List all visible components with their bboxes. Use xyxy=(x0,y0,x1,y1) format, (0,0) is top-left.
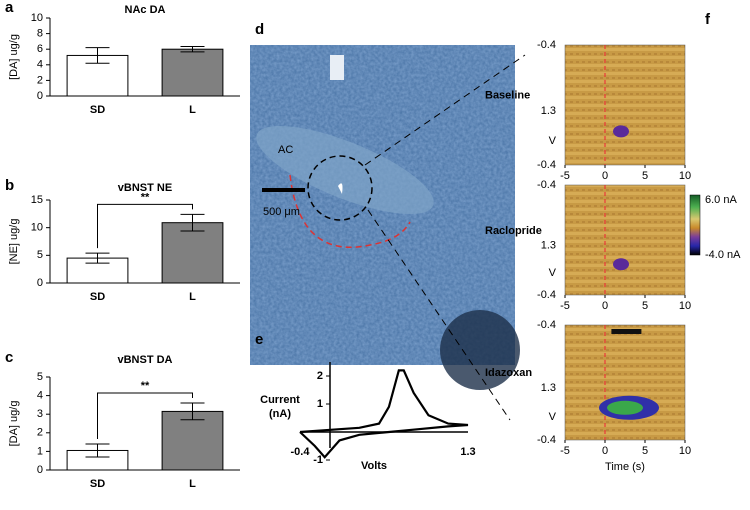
bar xyxy=(161,48,224,97)
y-tick-label: V xyxy=(549,267,557,279)
y-tick-label: -0.4 xyxy=(537,159,556,171)
y-tick-label: -0.4 xyxy=(537,289,556,301)
y-axis-label: [NE] ug/g xyxy=(8,219,20,265)
color-plot xyxy=(564,324,686,441)
y-tick-label: -0.4 xyxy=(537,39,556,51)
color-plot xyxy=(564,44,686,166)
x-tick-label: L xyxy=(189,104,196,116)
y-tick-label: 1 xyxy=(37,445,43,457)
y-tick-label: 2 xyxy=(37,74,43,86)
scale-label: 500 μm xyxy=(263,206,300,218)
significance-label: ** xyxy=(141,380,150,392)
x-tick-label: -0.4 xyxy=(291,446,311,458)
y-tick-label: 4 xyxy=(37,390,43,402)
y-tick-label: 1.3 xyxy=(541,239,556,251)
plot-label: Baseline xyxy=(485,89,530,101)
y-tick-label: 2 xyxy=(37,427,43,439)
y-tick-label: 4 xyxy=(37,59,43,71)
panel-label: a xyxy=(5,0,14,16)
zoom-line xyxy=(364,54,526,166)
y-tick-label: -0.4 xyxy=(537,179,556,191)
y-axis-label: Current xyxy=(260,394,300,406)
y-tick-label: 3 xyxy=(37,408,43,420)
bar xyxy=(161,410,224,471)
x-tick-label: L xyxy=(189,291,196,303)
y-tick-label: 1 xyxy=(317,398,323,410)
panel-label: e xyxy=(255,331,263,348)
x-tick-label: L xyxy=(189,478,196,490)
voltammogram xyxy=(299,369,469,459)
x-tick-label: 5 xyxy=(642,170,648,182)
colorbar-max: 6.0 nA xyxy=(705,194,737,206)
y-tick-label: -0.4 xyxy=(537,434,556,446)
chart-title: vBNST DA xyxy=(117,354,172,366)
oxidation-spot xyxy=(607,400,643,415)
y-tick-label: 10 xyxy=(31,222,43,234)
x-tick-label: -5 xyxy=(560,445,570,457)
panel-label: f xyxy=(705,11,711,28)
x-tick-label: SD xyxy=(90,291,105,303)
colorbar-min: -4.0 nA xyxy=(705,249,741,261)
panel-label: d xyxy=(255,21,264,38)
colorbar xyxy=(689,194,701,256)
y-axis-label: (nA) xyxy=(269,408,291,420)
y-tick-label: 5 xyxy=(37,371,43,383)
color-plot xyxy=(564,184,686,296)
x-tick-label: 5 xyxy=(642,300,648,312)
plot-label: Raclopride xyxy=(485,225,542,237)
y-axis-label: [DA] ug/g xyxy=(8,401,20,447)
x-axis-label: Volts xyxy=(361,460,387,472)
artifact xyxy=(611,329,642,334)
micrograph xyxy=(250,45,520,390)
y-tick-label: 6 xyxy=(37,43,43,55)
x-tick-label: SD xyxy=(90,478,105,490)
x-tick-label: 10 xyxy=(679,300,691,312)
significance-bracket xyxy=(97,203,193,249)
y-tick-label: -0.4 xyxy=(537,319,556,331)
plot-label: Idazoxan xyxy=(485,367,532,379)
chart-title: NAc DA xyxy=(125,4,166,16)
y-tick-label: V xyxy=(549,135,557,147)
y-tick-label: -1 xyxy=(313,454,323,466)
y-axis-label: [DA] ug/g xyxy=(8,34,20,80)
y-tick-label: V xyxy=(549,411,557,423)
x-tick-label: 0 xyxy=(602,445,608,457)
y-tick-label: 0 xyxy=(37,464,43,476)
oxidation-spot xyxy=(613,258,629,271)
significance-label: ** xyxy=(141,191,150,203)
y-tick-label: 15 xyxy=(31,194,43,206)
bar xyxy=(161,222,224,284)
chart-title: vBNST NE xyxy=(118,182,172,194)
y-tick-label: 2 xyxy=(317,370,323,382)
x-tick-label: -5 xyxy=(560,300,570,312)
y-tick-label: 8 xyxy=(37,28,43,40)
y-tick-label: 10 xyxy=(31,12,43,24)
zoom-line xyxy=(367,209,511,421)
x-tick-label: 10 xyxy=(679,445,691,457)
x-tick-label: 0 xyxy=(602,300,608,312)
x-tick-label: 10 xyxy=(679,170,691,182)
x-tick-label: SD xyxy=(90,104,105,116)
y-tick-label: 0 xyxy=(37,90,43,102)
x-tick-label: 5 xyxy=(642,445,648,457)
x-axis-label: Time (s) xyxy=(605,461,645,473)
region-label: AC xyxy=(278,144,293,156)
y-tick-label: 1.3 xyxy=(541,382,556,394)
panel-label: b xyxy=(5,177,14,194)
significance-bracket xyxy=(97,392,193,439)
x-tick-label: 0 xyxy=(602,170,608,182)
y-tick-label: 1.3 xyxy=(541,105,556,117)
y-tick-label: 0 xyxy=(37,277,43,289)
x-tick-label: -5 xyxy=(560,170,570,182)
panel-label: c xyxy=(5,349,13,366)
y-tick-label: 5 xyxy=(37,249,43,261)
x-tick-label: 1.3 xyxy=(460,446,475,458)
oxidation-spot xyxy=(613,125,629,138)
